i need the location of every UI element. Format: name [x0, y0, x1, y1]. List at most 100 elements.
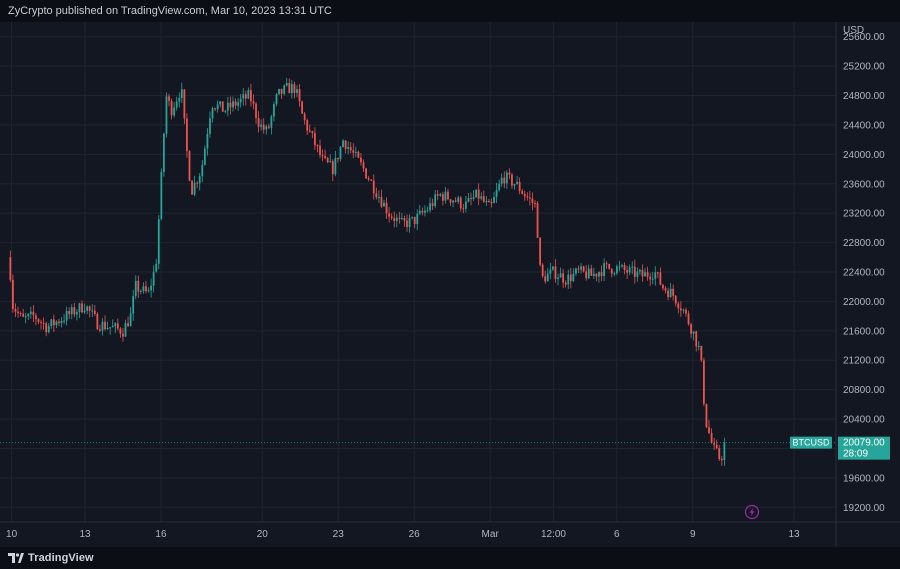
candle-body: [569, 274, 572, 282]
candle-body: [485, 201, 488, 203]
candle-body: [173, 107, 176, 116]
candle-body: [608, 263, 611, 269]
candle-body: [464, 201, 467, 209]
candle-body: [9, 257, 12, 280]
candle-body: [270, 116, 273, 128]
lightning-icon[interactable]: [744, 504, 760, 520]
candle-body: [667, 290, 669, 298]
candle-body: [488, 201, 490, 203]
candle-body: [549, 269, 552, 274]
candle-body: [495, 190, 498, 197]
candle-body: [298, 89, 301, 102]
candle-body: [615, 266, 618, 274]
candle-body: [705, 403, 708, 428]
candle-body: [421, 210, 424, 213]
candle-body: [55, 321, 58, 326]
candle-body: [313, 133, 316, 146]
candle-body: [196, 182, 199, 184]
candle-body: [255, 103, 257, 118]
candle-body: [682, 309, 685, 311]
candle-body: [99, 329, 101, 331]
candle-body: [598, 272, 600, 277]
candle-body: [296, 89, 298, 93]
x-tick-label: 6: [614, 529, 620, 540]
candle-body: [152, 271, 155, 286]
candle-body: [697, 346, 700, 348]
candle-body: [239, 98, 242, 103]
candle-body: [395, 217, 398, 222]
time-axis[interactable]: 10 13 16 20 23 26 Mar 12:00 6 9 13: [6, 529, 800, 540]
candle-body: [605, 263, 608, 265]
x-tick-label: 9: [690, 529, 696, 540]
y-tick-label: 24400.00: [843, 120, 885, 131]
candle-body: [278, 88, 280, 95]
candle-body: [339, 147, 342, 160]
candle-body: [541, 264, 544, 277]
y-tick-label: 20400.00: [843, 415, 885, 426]
x-tick-label: 16: [155, 529, 167, 540]
candle-body: [88, 306, 91, 311]
x-tick-label: Mar: [482, 529, 500, 540]
candle-body: [150, 285, 153, 291]
y-tick-label: 19200.00: [843, 503, 885, 514]
candle-body: [50, 319, 53, 327]
grid: [0, 22, 836, 522]
candle-body: [214, 108, 216, 110]
candle-body: [252, 101, 255, 104]
candle-body: [413, 216, 416, 225]
candle-body: [715, 444, 718, 449]
candle-body: [708, 427, 710, 433]
candle-body: [641, 269, 644, 277]
y-tick-label: 19600.00: [843, 473, 885, 484]
x-tick-label: 10: [6, 529, 18, 540]
candle-body: [316, 145, 319, 147]
candle-body: [157, 219, 160, 264]
x-tick-label: 12:00: [541, 529, 566, 540]
candle-body: [324, 155, 327, 158]
candle-body: [14, 308, 17, 312]
candle-body: [283, 85, 286, 94]
candle-body: [621, 265, 623, 267]
candle-body: [426, 210, 429, 212]
candle-body: [203, 148, 206, 165]
candle-body: [595, 273, 598, 277]
candle-body: [498, 183, 501, 191]
chart-area[interactable]: USD 19200.0019600.0020000.0020400.002080…: [0, 22, 900, 547]
candle-body: [480, 196, 483, 199]
candle-body: [334, 157, 337, 175]
candle-body: [96, 313, 99, 330]
publisher-line: ZyCrypto published on TradingView.com, M…: [0, 0, 900, 22]
candle-body: [700, 346, 703, 361]
candle-body: [73, 307, 76, 315]
price-chart[interactable]: USD 19200.0019600.0020000.0020400.002080…: [0, 22, 900, 547]
candle-body: [111, 326, 114, 328]
candle-body: [687, 313, 690, 325]
candle-body: [19, 313, 22, 315]
candle-body: [29, 311, 32, 314]
candle-body: [618, 266, 621, 268]
candle-body: [623, 265, 626, 270]
candle-body: [116, 323, 119, 329]
candle-body: [505, 172, 508, 184]
candle-body: [301, 101, 303, 114]
candle-body: [216, 104, 219, 110]
candle-body: [244, 94, 247, 99]
y-tick-label: 24800.00: [843, 91, 885, 102]
candle-body: [209, 118, 211, 134]
candle-body: [521, 191, 524, 194]
last-price-tag: 20079.00 28:09: [838, 436, 890, 460]
candle-body: [377, 197, 380, 199]
x-tick-label: 13: [79, 529, 91, 540]
candle-body: [75, 312, 78, 315]
y-tick-label: 20800.00: [843, 385, 885, 396]
x-tick-label: 20: [257, 529, 269, 540]
candle-body: [434, 194, 437, 206]
candle-body: [242, 94, 245, 99]
candle-body: [380, 197, 383, 207]
candle-body: [142, 286, 145, 292]
candle-body: [375, 193, 378, 198]
candle-body: [528, 197, 531, 199]
y-tick-label: 25600.00: [843, 32, 885, 43]
candle-body: [191, 180, 193, 195]
candle-body: [554, 266, 557, 280]
